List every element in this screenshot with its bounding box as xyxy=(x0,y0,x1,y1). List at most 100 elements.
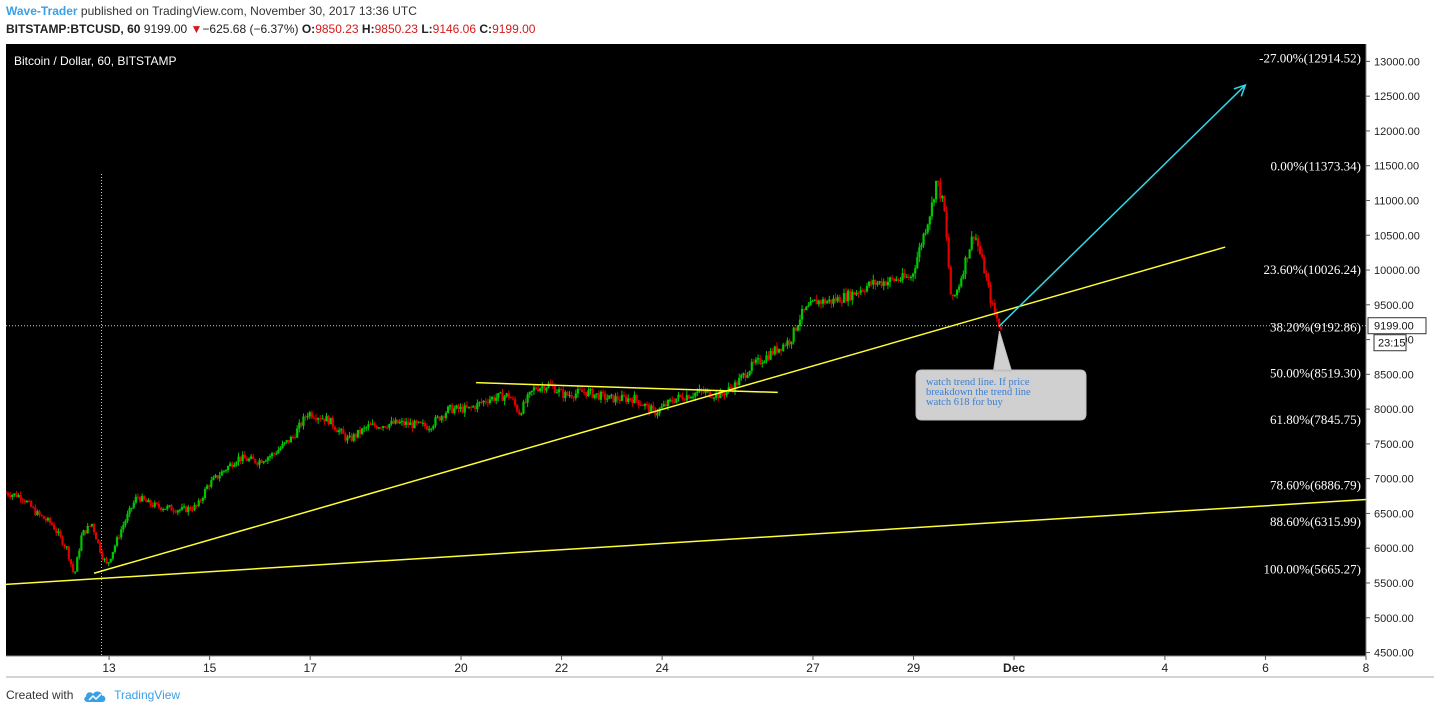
candle-body xyxy=(744,373,747,378)
publish-header: Wave-Trader published on TradingView.com… xyxy=(0,0,1440,44)
fib-level-label: 23.60%(10026.24) xyxy=(1264,262,1362,277)
candle-body xyxy=(310,412,313,418)
candle-body xyxy=(520,413,523,415)
candle-body xyxy=(337,430,341,433)
candle-body xyxy=(381,426,385,428)
candle-body xyxy=(907,276,910,279)
candle-body xyxy=(930,202,934,217)
candle-body xyxy=(333,426,336,430)
candle-body xyxy=(377,427,380,429)
candle-body xyxy=(729,386,732,389)
candle-body xyxy=(176,510,179,513)
candle-body xyxy=(754,359,758,363)
candle-body xyxy=(675,398,678,403)
candle-body xyxy=(706,390,709,392)
candle-body xyxy=(639,404,642,406)
candle-body xyxy=(629,398,632,400)
candle-body xyxy=(279,447,282,450)
open-label: O: xyxy=(301,22,316,36)
candle-body xyxy=(126,513,129,521)
trend-line[interactable] xyxy=(93,246,1226,574)
fib-level-label: 78.60%(6886.79) xyxy=(1270,477,1361,492)
ohlc-line: BITSTAMP:BTCUSD, 60 9199.00 ▼−625.68 (−6… xyxy=(6,22,535,36)
tradingview-brand-link[interactable]: TradingView xyxy=(114,688,181,702)
candle-body xyxy=(413,420,416,429)
price-chart[interactable]: Bitcoin / Dollar, 60, BITSTAMP -27.00%(1… xyxy=(6,44,1434,678)
candle-body xyxy=(63,544,66,547)
candle-body xyxy=(482,400,485,403)
candle-body xyxy=(696,391,699,393)
price-tick-label: 7500.00 xyxy=(1374,439,1414,451)
candle-body xyxy=(576,388,580,394)
author-link[interactable]: Wave-Trader xyxy=(6,4,78,18)
annotation-text-line: watch 618 for buy xyxy=(926,397,1003,408)
trend-line[interactable] xyxy=(476,381,778,394)
candle-body xyxy=(195,505,198,507)
candle-body xyxy=(627,398,630,402)
candle-body xyxy=(664,404,667,407)
candle-body xyxy=(987,277,990,286)
candle-body xyxy=(752,361,755,363)
candle-body xyxy=(145,499,148,503)
candle-body xyxy=(641,405,644,407)
candle-body xyxy=(457,405,460,410)
time-axis[interactable] xyxy=(6,656,1434,678)
candle-body xyxy=(208,485,211,487)
candle-body xyxy=(534,387,538,390)
candle-body xyxy=(371,423,374,425)
candle-body xyxy=(446,406,450,413)
candle-body xyxy=(436,416,439,418)
candle-body xyxy=(560,389,563,391)
candle-body xyxy=(92,523,96,533)
candle-body xyxy=(786,340,789,346)
candle-body xyxy=(88,525,91,527)
candle-body xyxy=(432,425,435,429)
candle-body xyxy=(604,393,607,400)
candle-body xyxy=(878,281,881,283)
candle-body xyxy=(813,299,816,301)
time-tick-label: 4 xyxy=(1162,661,1169,675)
candle-body xyxy=(180,507,184,510)
low-value: 9146.06 xyxy=(432,22,477,36)
time-tick-label: 17 xyxy=(303,661,317,675)
candle-body xyxy=(981,253,984,258)
candle-body xyxy=(86,525,89,534)
candle-body xyxy=(555,392,559,394)
candle-body xyxy=(193,505,196,511)
candle-body xyxy=(187,506,190,513)
candle-body xyxy=(185,506,188,513)
candle-body xyxy=(373,423,376,427)
candle-body xyxy=(103,558,106,560)
projection-arrow-line[interactable] xyxy=(998,84,1246,327)
annotation-callout[interactable] xyxy=(915,330,1087,421)
candle-body xyxy=(648,404,651,413)
candle-body xyxy=(419,421,422,423)
candle-body xyxy=(668,399,672,401)
candle-body xyxy=(953,295,957,297)
candle-body xyxy=(115,537,119,546)
trend-line[interactable] xyxy=(6,498,1367,586)
candle-body xyxy=(599,391,603,400)
candle-body xyxy=(394,419,397,424)
candle-body xyxy=(300,422,303,426)
candle-body xyxy=(780,348,783,351)
candle-body xyxy=(920,244,923,248)
time-tick-label: Dec xyxy=(1003,661,1025,675)
candle-body xyxy=(476,402,479,410)
candle-body xyxy=(361,428,364,434)
candle-body xyxy=(746,375,749,378)
candle-body xyxy=(884,281,887,286)
candle-body xyxy=(882,281,885,286)
candle-body xyxy=(742,373,745,376)
candle-body xyxy=(258,460,261,465)
candle-body xyxy=(111,552,114,559)
candle-body xyxy=(55,529,58,533)
candle-body xyxy=(32,506,35,508)
candle-body xyxy=(25,501,29,503)
candle-body xyxy=(798,319,802,326)
candle-body xyxy=(118,537,121,539)
candle-body xyxy=(924,232,927,234)
candle-body xyxy=(243,454,246,459)
chart-container[interactable]: Bitcoin / Dollar, 60, BITSTAMP -27.00%(1… xyxy=(6,44,1434,678)
candle-body xyxy=(518,411,521,415)
